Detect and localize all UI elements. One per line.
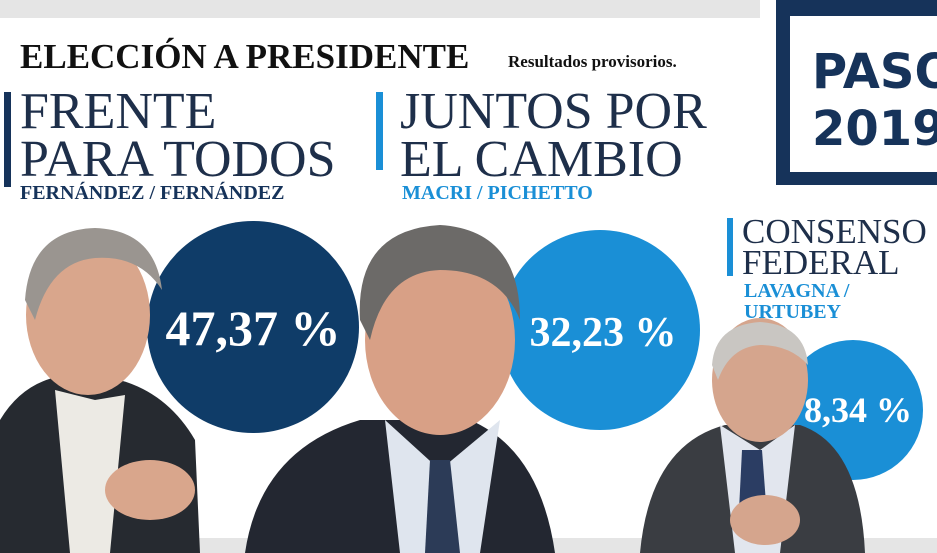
top-band xyxy=(0,0,760,18)
party-name: FRENTE xyxy=(20,83,216,140)
photo xyxy=(640,318,865,553)
logo-line: 2019 xyxy=(812,101,937,157)
party-name: EL CAMBIO xyxy=(400,131,683,188)
candidates: LAVAGNA / xyxy=(744,280,850,302)
photo xyxy=(245,225,555,553)
logo: PASO 2019 xyxy=(776,0,937,185)
result: 47,37 % xyxy=(166,300,341,356)
result: 8,34 % xyxy=(804,390,912,430)
candidates: MACRI / PICHETTO xyxy=(402,182,593,204)
photo xyxy=(0,228,200,553)
accent-bar xyxy=(376,92,383,170)
result: 32,23 % xyxy=(530,310,677,356)
candidates: URTUBEY xyxy=(744,301,842,323)
result-circle xyxy=(147,221,359,433)
party-name: FEDERAL xyxy=(742,243,900,282)
result-circle xyxy=(500,230,700,430)
logo-line: PASO xyxy=(812,44,937,100)
accent-bar xyxy=(4,92,11,187)
party-name: JUNTOS POR xyxy=(400,83,707,140)
party-name: CONSENSO xyxy=(742,212,927,251)
title: ELECCIÓN A PRESIDENTE xyxy=(20,36,469,76)
subtitle: Resultados provisorios. xyxy=(508,52,677,71)
party-name: PARA TODOS xyxy=(20,131,336,188)
accent-bar xyxy=(727,218,733,276)
candidates: FERNÁNDEZ / FERNÁNDEZ xyxy=(20,181,284,204)
